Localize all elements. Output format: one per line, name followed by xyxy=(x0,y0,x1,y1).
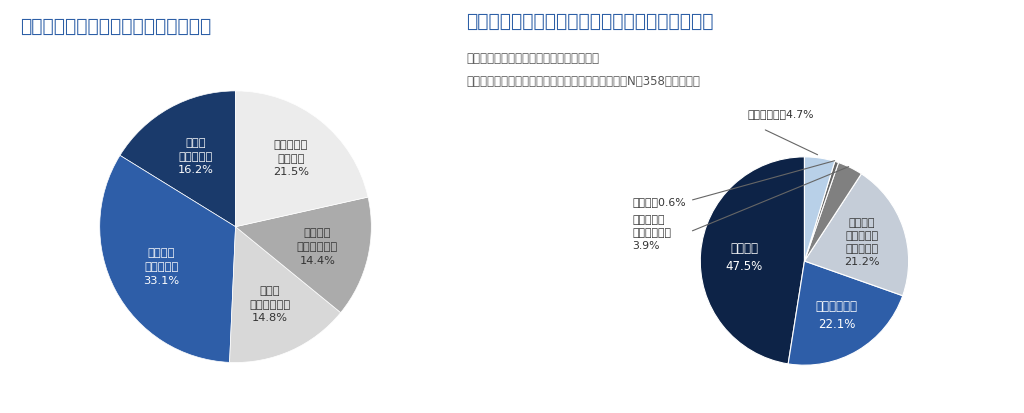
Wedge shape xyxy=(120,92,236,227)
Text: どちらとも
言えない
21.5%: どちらとも 言えない 21.5% xyxy=(272,140,308,177)
Text: 地方暮らしはどのスタイルを最も希望しますか？: 地方暮らしはどのスタイルを最も希望しますか？ xyxy=(466,12,714,31)
Text: 分からない　4.7%: 分からない 4.7% xyxy=(748,109,814,119)
Text: とても
あこがれる
16.2%: とても あこがれる 16.2% xyxy=(178,138,214,175)
Text: その他　0.6%: その他 0.6% xyxy=(633,196,686,206)
Wedge shape xyxy=(236,197,372,313)
Wedge shape xyxy=(788,261,903,366)
Text: （「地方で暮らすことにあこがれる」かつ: （「地方で暮らすことにあこがれる」かつ xyxy=(466,52,599,64)
Text: 「実際に地方暮らしをしてみたい」と回答した人（N＝358）が対象）: 「実際に地方暮らしをしてみたい」と回答した人（N＝358）が対象） xyxy=(466,74,699,87)
Text: 別荘などに
年に数回滞在
3.9%: 別荘などに 年に数回滞在 3.9% xyxy=(633,214,672,250)
Text: まったく
あこがれない
14.4%: まったく あこがれない 14.4% xyxy=(297,228,338,265)
Wedge shape xyxy=(229,227,341,363)
Wedge shape xyxy=(805,163,861,261)
Wedge shape xyxy=(236,92,368,227)
Wedge shape xyxy=(805,174,908,296)
Wedge shape xyxy=(99,156,236,363)
Wedge shape xyxy=(805,157,835,261)
Text: 完全移住
47.5%: 完全移住 47.5% xyxy=(726,242,763,272)
Text: 都心にも
自宅を持つ
二拠点生活
21.2%: 都心にも 自宅を持つ 二拠点生活 21.2% xyxy=(844,217,880,267)
Wedge shape xyxy=(805,162,839,261)
Text: 地方で暮らすことにあこがれますか？: 地方で暮らすことにあこがれますか？ xyxy=(20,17,212,36)
Text: あまり
あこがれない
14.8%: あまり あこがれない 14.8% xyxy=(249,285,291,323)
Text: まあまあ
あこがれる
33.1%: まあまあ あこがれる 33.1% xyxy=(143,248,179,285)
Wedge shape xyxy=(700,157,805,364)
Text: 短期間の移住
22.1%: 短期間の移住 22.1% xyxy=(815,300,857,330)
